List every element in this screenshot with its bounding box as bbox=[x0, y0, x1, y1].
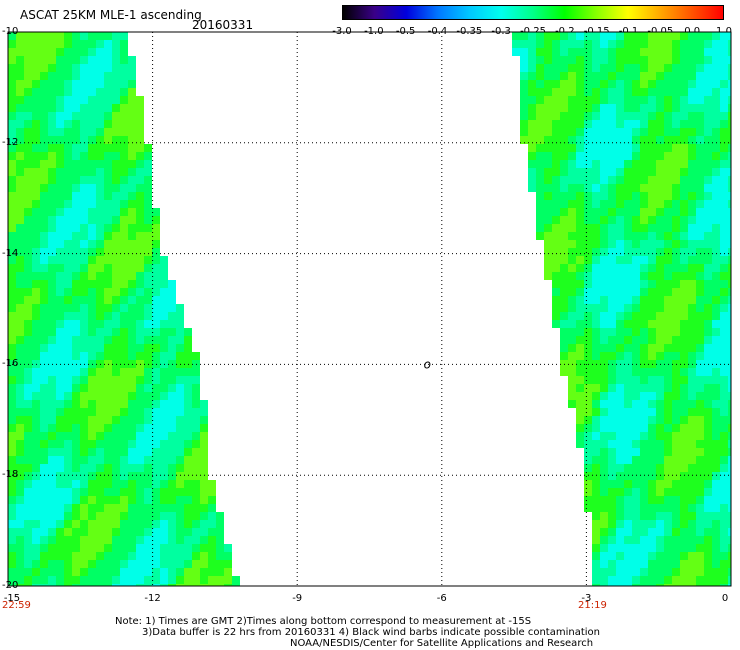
colorbar bbox=[342, 5, 724, 20]
latitude-tick-label: -18 bbox=[2, 469, 19, 481]
latitude-tick-label: -20 bbox=[2, 580, 19, 591]
latitude-tick-label: -16 bbox=[2, 358, 19, 370]
note-line-1: Note: 1) Times are GMT 2)Times along bot… bbox=[115, 616, 532, 627]
swath-west bbox=[8, 32, 240, 586]
longitude-tick-label: -12 bbox=[144, 593, 161, 604]
longitude-tick-label: -3 bbox=[581, 593, 592, 604]
swath-east bbox=[512, 32, 731, 586]
note-line-3: NOAA/NESDIS/Center for Satellite Applica… bbox=[290, 638, 594, 649]
time-right: 21:19 bbox=[578, 600, 607, 611]
map-title: ASCAT 25KM MLE-1 ascending bbox=[20, 8, 202, 22]
plot-frame bbox=[7, 31, 732, 587]
time-left: 22:59 bbox=[2, 600, 31, 611]
latitude-tick-label: -12 bbox=[2, 136, 19, 148]
longitude-tick-label: -6 bbox=[436, 593, 447, 604]
contamination-marker: o bbox=[424, 357, 431, 371]
longitude-tick-label: 0 bbox=[721, 593, 729, 604]
map-date: 20160331 bbox=[192, 18, 254, 32]
latitude-tick-label: -10 bbox=[2, 26, 19, 37]
latitude-tick-label: -14 bbox=[2, 247, 19, 259]
note-line-2: 3)Data buffer is 22 hrs from 20160331 4)… bbox=[142, 627, 600, 638]
longitude-tick-label: -9 bbox=[292, 593, 303, 604]
longitude-tick-label: -15 bbox=[3, 593, 21, 604]
